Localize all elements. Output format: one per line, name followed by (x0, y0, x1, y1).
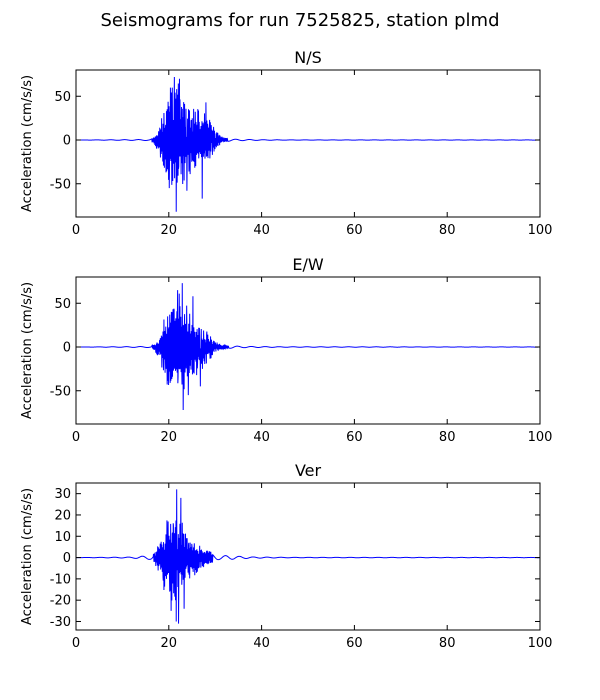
y-tick-label-ver: 20 (54, 508, 71, 523)
trace-line-ew (76, 283, 540, 411)
x-tick-label-ver: 40 (253, 636, 270, 651)
y-tick-label-ver: 10 (54, 530, 71, 545)
x-tick-label-ew: 80 (439, 430, 456, 445)
x-tick-label-ns: 80 (439, 223, 456, 238)
y-tick-label-ver: 0 (63, 551, 71, 566)
x-tick-label-ns: 100 (528, 223, 553, 238)
figure-title: Seismograms for run 7525825, station plm… (100, 10, 500, 31)
axes-frame-ew (75, 276, 541, 425)
x-tick-label-ew: 60 (346, 430, 363, 445)
axes-frame-ver (75, 482, 541, 631)
panel-title-ew: E/W (292, 255, 324, 274)
panel-ew: 0 20 40 60 80 100 -50 0 50 E/W Acceleration (cm/s/… (20, 255, 552, 445)
trace-line-ns (76, 76, 540, 212)
y-tick-label-ew: 50 (54, 297, 71, 312)
y-tick-label-ver: -20 (50, 594, 71, 609)
x-tick-label-ew: 0 (72, 430, 80, 445)
y-tick-label-ver: -30 (50, 615, 71, 630)
x-tick-label-ver: 60 (346, 636, 363, 651)
x-tick-label-ns: 40 (253, 223, 270, 238)
x-tick-label-ew: 100 (528, 430, 553, 445)
y-tick-label-ns: 50 (54, 90, 71, 105)
x-tick-label-ew: 40 (253, 430, 270, 445)
x-tick-label-ver: 100 (528, 636, 553, 651)
y-tick-label-ns: 0 (63, 134, 71, 149)
y-tick-label-ns: -50 (50, 177, 71, 192)
y-tick-label-ver: 30 (54, 487, 71, 502)
y-axis-label-ns: Acceleration (cm/s/s) (20, 75, 35, 212)
y-tick-label-ew: -50 (50, 384, 71, 399)
x-tick-label-ver: 0 (72, 636, 80, 651)
x-tick-label-ver: 20 (161, 636, 178, 651)
trace-line-ver (76, 489, 540, 624)
x-tick-label-ew: 20 (161, 430, 178, 445)
x-tick-label-ns: 60 (346, 223, 363, 238)
x-tick-label-ns: 0 (72, 223, 80, 238)
x-tick-label-ver: 80 (439, 636, 456, 651)
panel-ns: 0 20 40 60 80 100 -50 0 50 N/S Acceleration (cm/s/… (20, 48, 552, 238)
y-axis-label-ew: Acceleration (cm/s/s) (20, 282, 35, 419)
axes-frame-ns (75, 69, 541, 218)
panel-title-ver: Ver (295, 461, 322, 480)
y-tick-label-ew: 0 (63, 341, 71, 356)
y-axis-label-ver: Acceleration (cm/s/s) (20, 488, 35, 625)
x-tick-label-ns: 20 (161, 223, 178, 238)
y-tick-label-ver: -10 (50, 572, 71, 587)
panel-title-ns: N/S (294, 48, 322, 67)
panel-ver: 0 20 40 60 80 100 -30 -20 -10 0 10 20 30 Ver Accelerat… (20, 461, 552, 651)
